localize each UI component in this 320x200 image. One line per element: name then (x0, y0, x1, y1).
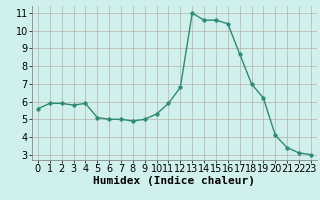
X-axis label: Humidex (Indice chaleur): Humidex (Indice chaleur) (93, 176, 255, 186)
